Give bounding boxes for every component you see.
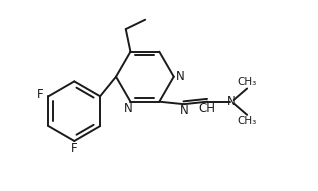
- Text: CH: CH: [199, 102, 216, 115]
- Text: CH₃: CH₃: [238, 77, 257, 87]
- Text: N: N: [227, 95, 236, 108]
- Text: F: F: [36, 88, 43, 101]
- Text: F: F: [71, 142, 78, 155]
- Text: N: N: [179, 104, 188, 117]
- Text: CH₃: CH₃: [238, 116, 257, 126]
- Text: N: N: [124, 102, 132, 115]
- Text: N: N: [176, 70, 184, 83]
